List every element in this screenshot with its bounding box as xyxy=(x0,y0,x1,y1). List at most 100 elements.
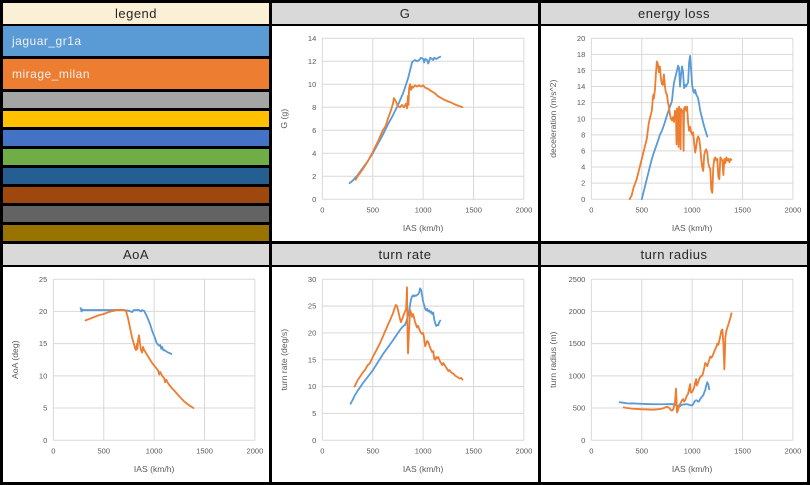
x-tick-label: 1000 xyxy=(684,205,701,214)
x-tick-label: 500 xyxy=(366,205,379,214)
g-chart-title: G xyxy=(272,3,538,26)
x-tick-label: 1500 xyxy=(734,205,751,214)
legend-bar xyxy=(3,149,269,165)
x-tick-label: 500 xyxy=(97,446,110,455)
legend-bar-label: jaguar_gr1a xyxy=(12,34,82,48)
x-tick-label: 2000 xyxy=(516,205,533,214)
x-tick-label: 0 xyxy=(589,205,593,214)
series-line-jaguar_gr1a xyxy=(79,307,173,355)
turn-radius-chart-panel: turn radius 0 500 1000 1500 2000 2500 0 500 1000… xyxy=(541,244,807,482)
y-tick-label: 0 xyxy=(43,436,47,445)
energy-loss-chart-canvas: 0 2 4 6 8 10 12 14 16 18 20 0 500 1000 1500 2000 IAS (km… xyxy=(548,34,801,233)
y-tick-label: 16 xyxy=(577,66,585,75)
x-axis-title: IAS (km/h) xyxy=(403,464,444,474)
x-tick-label: 1500 xyxy=(734,446,751,455)
y-axis-title: AoA (deg) xyxy=(10,340,20,379)
y-tick-label: 10 xyxy=(39,371,47,380)
x-axis-title: IAS (km/h) xyxy=(672,223,713,233)
g-chart-body: 0 2 4 6 8 10 12 14 0 500 1000 1500 2000 IAS (km/h) G (… xyxy=(272,26,538,241)
y-tick-label: 2 xyxy=(581,179,585,188)
energy-loss-chart-title: energy loss xyxy=(541,3,807,26)
x-tick-label: 1000 xyxy=(415,205,432,214)
y-tick-label: 2500 xyxy=(569,275,586,284)
series-line-mirage_milan xyxy=(84,309,195,409)
legend-bar xyxy=(3,92,269,108)
series-line-jaguar_gr1a xyxy=(640,55,709,201)
y-tick-label: 14 xyxy=(308,34,316,43)
x-tick-label: 1000 xyxy=(684,446,701,455)
x-tick-label: 1000 xyxy=(415,446,432,455)
x-tick-label: 1500 xyxy=(196,446,213,455)
y-tick-label: 5 xyxy=(43,404,47,413)
y-tick-label: 4 xyxy=(312,149,316,158)
y-tick-label: 25 xyxy=(308,302,316,311)
turn-rate-chart-panel: turn rate 0 5 10 15 20 25 30 0 500 1000 1500 2000 IA… xyxy=(272,244,538,482)
x-axis-title: IAS (km/h) xyxy=(134,464,175,474)
y-axis-title: deceleration (m/s^2) xyxy=(548,80,558,158)
x-tick-label: 2000 xyxy=(247,446,264,455)
y-tick-label: 2000 xyxy=(569,307,586,316)
x-tick-label: 0 xyxy=(320,446,324,455)
y-tick-label: 18 xyxy=(577,50,585,59)
y-tick-label: 0 xyxy=(581,195,585,204)
y-tick-label: 30 xyxy=(308,275,316,284)
y-tick-label: 0 xyxy=(312,195,316,204)
x-tick-label: 1500 xyxy=(465,205,482,214)
legend-bar xyxy=(3,130,269,146)
turn-radius-chart-body: 0 500 1000 1500 2000 2500 0 500 1000 1500 2000 IAS … xyxy=(541,267,807,482)
y-tick-label: 6 xyxy=(312,126,316,135)
turn-rate-chart-canvas: 0 5 10 15 20 25 30 0 500 1000 1500 2000 IAS (km/h) tu… xyxy=(279,275,533,474)
y-tick-label: 12 xyxy=(308,57,316,66)
series-line-mirage_milan xyxy=(622,312,733,414)
legend-bar xyxy=(3,168,269,184)
aoa-chart-body: 0 5 10 15 20 25 0 500 1000 1500 2000 IAS (km/h) AoA … xyxy=(3,267,269,482)
legend-bar xyxy=(3,206,269,222)
aoa-chart-canvas: 0 5 10 15 20 25 0 500 1000 1500 2000 IAS (km/h) AoA … xyxy=(10,275,264,474)
y-tick-label: 0 xyxy=(312,436,316,445)
series-line-mirage_milan xyxy=(354,83,464,181)
legend-panel: legend jaguar_gr1a mirage_milan xyxy=(3,3,269,241)
legend-bar: jaguar_gr1a xyxy=(3,26,269,56)
legend-bar-list: jaguar_gr1a mirage_milan xyxy=(3,26,269,241)
turn-radius-chart-canvas: 0 500 1000 1500 2000 2500 0 500 1000 1500 2000 IAS … xyxy=(548,275,801,474)
y-tick-label: 500 xyxy=(573,404,586,413)
y-axis-title: turn radius (m) xyxy=(548,331,558,387)
x-tick-label: 0 xyxy=(51,446,55,455)
x-tick-label: 500 xyxy=(366,446,379,455)
legend-panel-body: jaguar_gr1a mirage_milan xyxy=(3,26,269,241)
x-axis-title: IAS (km/h) xyxy=(403,223,444,233)
legend-bar-label: mirage_milan xyxy=(12,67,91,81)
x-tick-label: 1500 xyxy=(465,446,482,455)
y-tick-label: 1000 xyxy=(569,371,586,380)
y-tick-label: 25 xyxy=(39,275,47,284)
legend-bar xyxy=(3,225,269,241)
turn-radius-chart-title: turn radius xyxy=(541,244,807,267)
series-line-jaguar_gr1a xyxy=(348,55,442,185)
y-tick-label: 6 xyxy=(581,146,585,155)
aoa-chart-title: AoA xyxy=(3,244,269,267)
series-line-jaguar_gr1a xyxy=(349,287,442,405)
y-tick-label: 14 xyxy=(577,82,585,91)
y-tick-label: 20 xyxy=(577,34,585,43)
y-tick-label: 0 xyxy=(581,436,585,445)
series-line-jaguar_gr1a xyxy=(618,381,711,408)
x-tick-label: 500 xyxy=(635,205,648,214)
y-tick-label: 1500 xyxy=(569,339,586,348)
y-tick-label: 8 xyxy=(312,103,316,112)
y-axis-title: turn rate (deg/s) xyxy=(279,329,289,391)
y-tick-label: 12 xyxy=(577,98,585,107)
x-tick-label: 0 xyxy=(320,205,324,214)
y-tick-label: 20 xyxy=(308,328,316,337)
y-tick-label: 8 xyxy=(581,130,585,139)
energy-loss-chart-body: 0 2 4 6 8 10 12 14 16 18 20 0 500 1000 1500 2000 IAS (km… xyxy=(541,26,807,241)
turn-rate-chart-body: 0 5 10 15 20 25 30 0 500 1000 1500 2000 IAS (km/h) tu… xyxy=(272,267,538,482)
y-tick-label: 15 xyxy=(39,339,47,348)
x-tick-label: 2000 xyxy=(516,446,533,455)
energy-loss-chart-panel: energy loss 0 2 4 6 8 10 12 14 16 18 20 0 500 1000 150… xyxy=(541,3,807,241)
y-tick-label: 10 xyxy=(308,80,316,89)
y-tick-label: 2 xyxy=(312,172,316,181)
y-tick-label: 20 xyxy=(39,307,47,316)
legend-panel-title: legend xyxy=(3,3,269,26)
x-tick-label: 500 xyxy=(635,446,648,455)
